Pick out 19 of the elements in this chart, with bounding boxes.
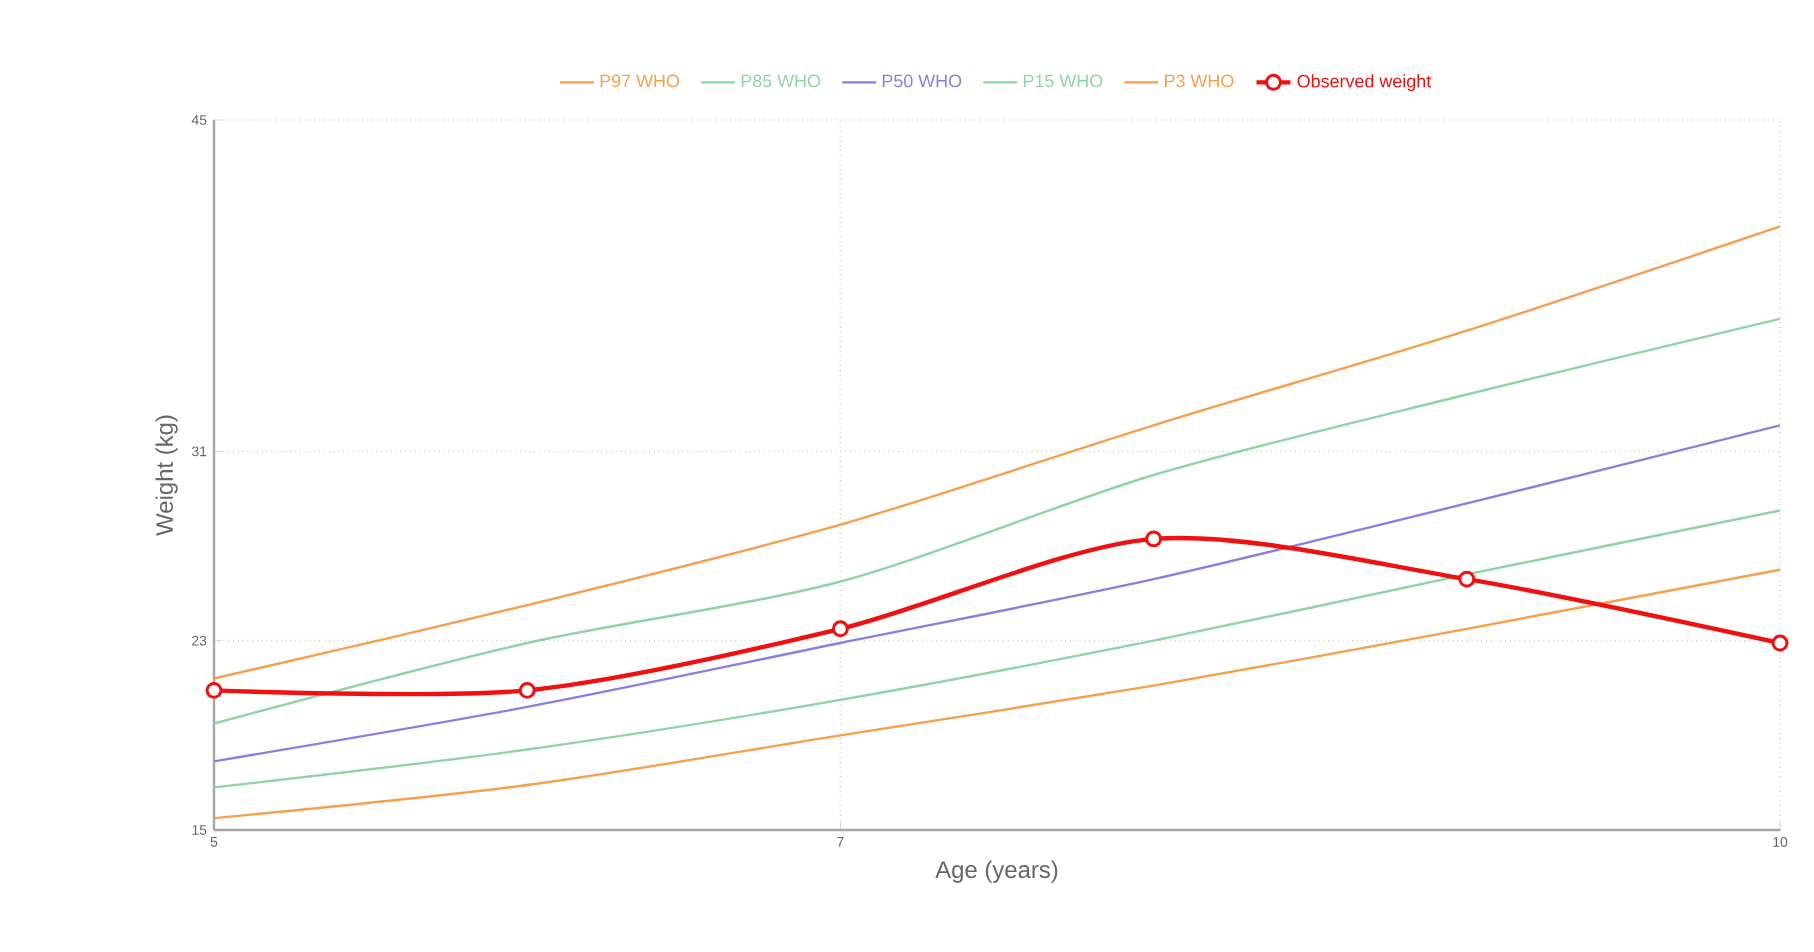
line-series [214, 424, 1781, 763]
point [1145, 530, 1163, 548]
line-series [214, 509, 1781, 789]
point [205, 681, 223, 699]
line-series [214, 317, 1781, 725]
y-axis-title: Weight (kg) [155, 415, 178, 536]
legend-label: Observed weight [1297, 74, 1432, 92]
point [1771, 634, 1789, 652]
legend-label: P3 WHO [1165, 74, 1234, 88]
legend-label: P15 WHO [1023, 74, 1103, 88]
line-series [214, 225, 1781, 680]
line-series [214, 568, 1781, 820]
legend-label: P97 WHO [600, 74, 680, 88]
point [831, 620, 849, 638]
legend-label: P85 WHO [741, 74, 821, 88]
point [518, 681, 536, 699]
x-axis-title: Age (years) [935, 860, 1058, 883]
point [1458, 570, 1476, 588]
legend-label: P50 WHO [882, 74, 962, 88]
